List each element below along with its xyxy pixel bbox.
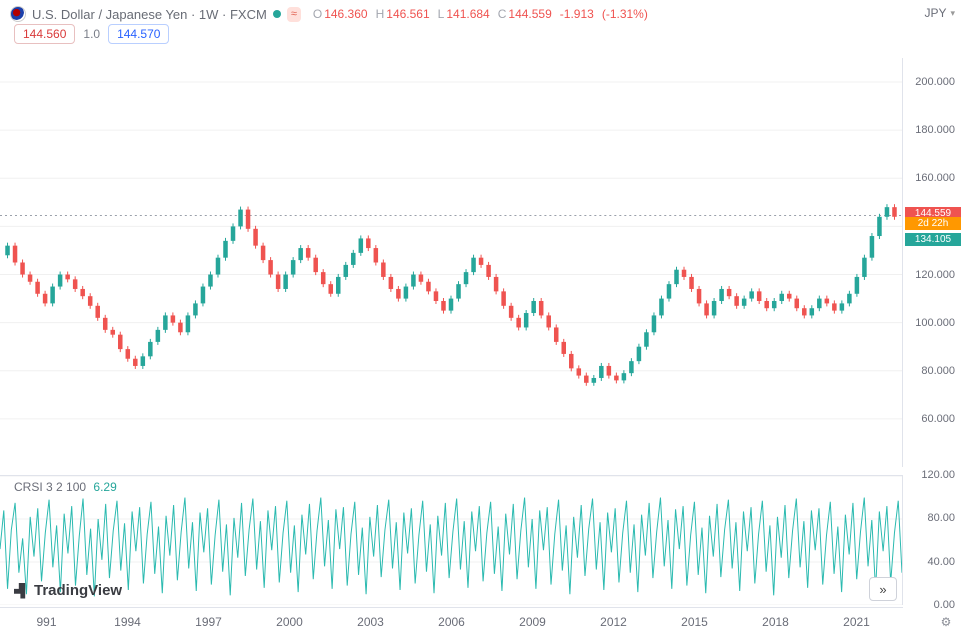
y-tick-label: 120.000 <box>915 269 955 281</box>
time-tick: 2015 <box>654 615 735 629</box>
y-tick-label: 100.000 <box>915 317 955 329</box>
price-tag: 2d 22h <box>905 217 961 230</box>
time-tick: 2006 <box>411 615 492 629</box>
open-value: 146.360 <box>324 7 367 21</box>
time-tick: 2018 <box>735 615 816 629</box>
price-chart[interactable] <box>0 58 903 467</box>
tradingview-logo[interactable]: TradingView <box>14 582 122 599</box>
time-tick: 2021 <box>816 615 897 629</box>
time-tick: 1994 <box>87 615 168 629</box>
bid-ask-row: 144.560 1.0 144.570 <box>0 24 961 48</box>
market-status-dot <box>273 10 281 18</box>
time-tick: 2003 <box>330 615 411 629</box>
indicator-y-tick: 40.00 <box>927 556 955 568</box>
price-tag: 134.105 <box>905 233 961 246</box>
indicator-pane[interactable]: CRSI 3 2 100 6.29 <box>0 475 903 605</box>
time-tick: 2012 <box>573 615 654 629</box>
spread-value: 1.0 <box>83 27 100 41</box>
y-tick-label: 180.000 <box>915 124 955 136</box>
low-value: 141.684 <box>446 7 489 21</box>
indicator-y-tick: 0.00 <box>934 599 955 611</box>
y-tick-label: 60.000 <box>921 413 955 425</box>
time-tick: 1997 <box>168 615 249 629</box>
y-tick-label: 200.000 <box>915 76 955 88</box>
chevron-down-icon: ▾ <box>950 8 955 19</box>
change-value: -1.913 <box>560 7 594 21</box>
scroll-to-recent-button[interactable]: » <box>869 577 897 601</box>
time-tick: 991 <box>6 615 87 629</box>
indicator-y-tick: 80.00 <box>927 512 955 524</box>
settings-gear-icon[interactable]: ⚙ <box>937 613 955 631</box>
tradingview-mark-icon <box>14 583 30 599</box>
high-value: 146.561 <box>386 7 429 21</box>
y-tick-label: 160.000 <box>915 172 955 184</box>
bid-pill[interactable]: 144.560 <box>14 24 75 44</box>
chevron-double-right-icon: » <box>879 582 886 597</box>
time-axis[interactable]: 9911994199720002003200620092012201520182… <box>0 607 903 635</box>
pair-flag-icon <box>10 6 26 22</box>
symbol-title[interactable]: U.S. Dollar / Japanese Yen · 1W · FXCM <box>32 7 267 22</box>
indicator-label[interactable]: CRSI 3 2 100 6.29 <box>14 480 117 494</box>
ohlc-readout: O146.360 H146.561 L141.684 C144.559 -1.9… <box>313 7 648 21</box>
currency-selector[interactable]: JPY ▾ <box>924 6 955 20</box>
chart-header: U.S. Dollar / Japanese Yen · 1W · FXCM ≈… <box>0 0 961 24</box>
approx-badge: ≈ <box>287 7 301 22</box>
time-tick: 2000 <box>249 615 330 629</box>
price-y-axis[interactable]: 60.00080.000100.000120.000140.000160.000… <box>903 58 961 467</box>
time-tick: 2009 <box>492 615 573 629</box>
ask-pill[interactable]: 144.570 <box>108 24 169 44</box>
indicator-y-axis[interactable]: 0.0040.0080.00120.00 <box>903 475 961 605</box>
y-tick-label: 80.000 <box>921 365 955 377</box>
close-value: 144.559 <box>508 7 551 21</box>
change-pct: (-1.31%) <box>602 7 648 21</box>
indicator-y-tick: 120.00 <box>921 469 955 481</box>
